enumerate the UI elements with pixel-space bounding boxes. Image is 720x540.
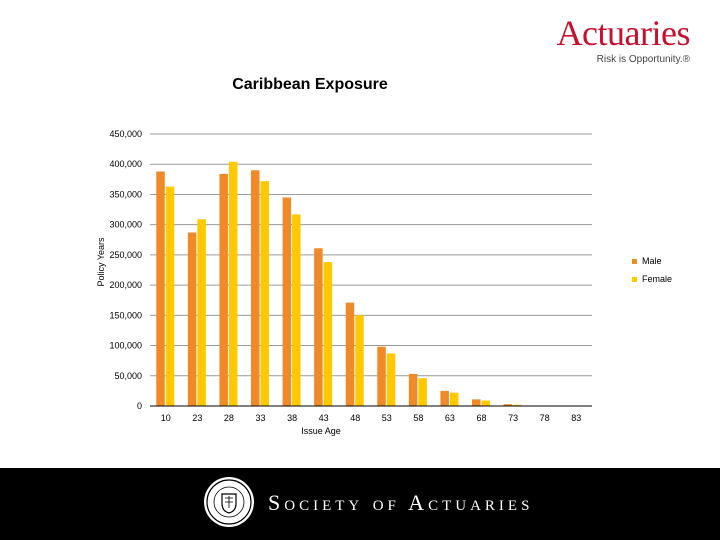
legend-item-male: Male [632, 252, 672, 270]
legend-swatch-male [632, 258, 637, 264]
bar-female [197, 219, 206, 406]
x-tick-label: 58 [413, 413, 423, 423]
y-axis-label: Policy Years [96, 237, 106, 287]
x-tick-label: 28 [224, 413, 234, 423]
legend-item-female: Female [632, 270, 672, 288]
x-tick-label: 53 [382, 413, 392, 423]
bar-male [345, 302, 355, 406]
bar-male [314, 248, 323, 406]
bar-male [503, 404, 513, 406]
logo-tagline: Risk is Opportunity.® [596, 54, 690, 65]
x-tick-label: 63 [445, 413, 455, 423]
legend-label-male: Male [642, 256, 662, 266]
x-tick-label: 78 [540, 413, 550, 423]
legend-label-female: Female [642, 274, 673, 284]
y-tick-label: 450,000 [109, 129, 142, 139]
x-tick-label: 68 [476, 413, 486, 423]
y-tick-label: 400,000 [109, 159, 142, 169]
legend-swatch-female [632, 276, 637, 282]
y-tick-label: 50,000 [114, 371, 142, 381]
bar-female [418, 378, 427, 406]
x-tick-label: 73 [508, 413, 518, 423]
bar-male [408, 373, 418, 406]
bar-male [156, 171, 165, 406]
bar-male [440, 390, 449, 406]
x-tick-label: 48 [350, 413, 360, 423]
y-tick-label: 300,000 [109, 220, 142, 230]
bar-female [292, 214, 301, 406]
society-name: Society of Actuaries [268, 490, 534, 515]
bar-male [472, 399, 481, 406]
bar-male [377, 346, 386, 406]
bar-female [513, 404, 522, 406]
chart-legend: Male Female [632, 252, 672, 288]
y-tick-label: 200,000 [109, 280, 142, 290]
x-axis-label: Issue Age [301, 426, 341, 436]
y-tick-label: 350,000 [109, 189, 142, 199]
chart-title: Caribbean Exposure [232, 76, 388, 93]
y-tick-label: 250,000 [109, 250, 142, 260]
x-tick-label: 33 [255, 413, 265, 423]
bar-female [260, 181, 269, 406]
y-tick-label: 0 [137, 401, 142, 411]
logo-wordmark: Actuaries [556, 13, 691, 53]
bar-female [481, 400, 490, 406]
x-tick-label: 43 [319, 413, 329, 423]
society-seal-icon [204, 477, 254, 527]
x-tick-label: 23 [192, 413, 202, 423]
bar-female [323, 262, 333, 406]
x-tick-label: 10 [161, 413, 171, 423]
bar-female [449, 392, 459, 406]
bar-female [165, 186, 175, 406]
bar-male [251, 170, 260, 406]
x-tick-label: 83 [571, 413, 581, 423]
bar-male [282, 197, 292, 406]
footer-band: Society of Actuaries [0, 468, 720, 540]
y-tick-label: 150,000 [109, 310, 142, 320]
actuaries-logo: Actuaries Risk is Opportunity.® [556, 13, 691, 65]
bar-female [386, 353, 396, 406]
bar-male [219, 173, 228, 406]
bar-female [355, 315, 364, 406]
x-tick-label: 38 [287, 413, 297, 423]
y-tick-label: 100,000 [109, 341, 142, 351]
bar-female [228, 161, 238, 406]
bar-male [187, 232, 197, 406]
bar-chart: 0 50,000 100,000 150,000 200,000 250,000 300,0… [96, 129, 592, 436]
